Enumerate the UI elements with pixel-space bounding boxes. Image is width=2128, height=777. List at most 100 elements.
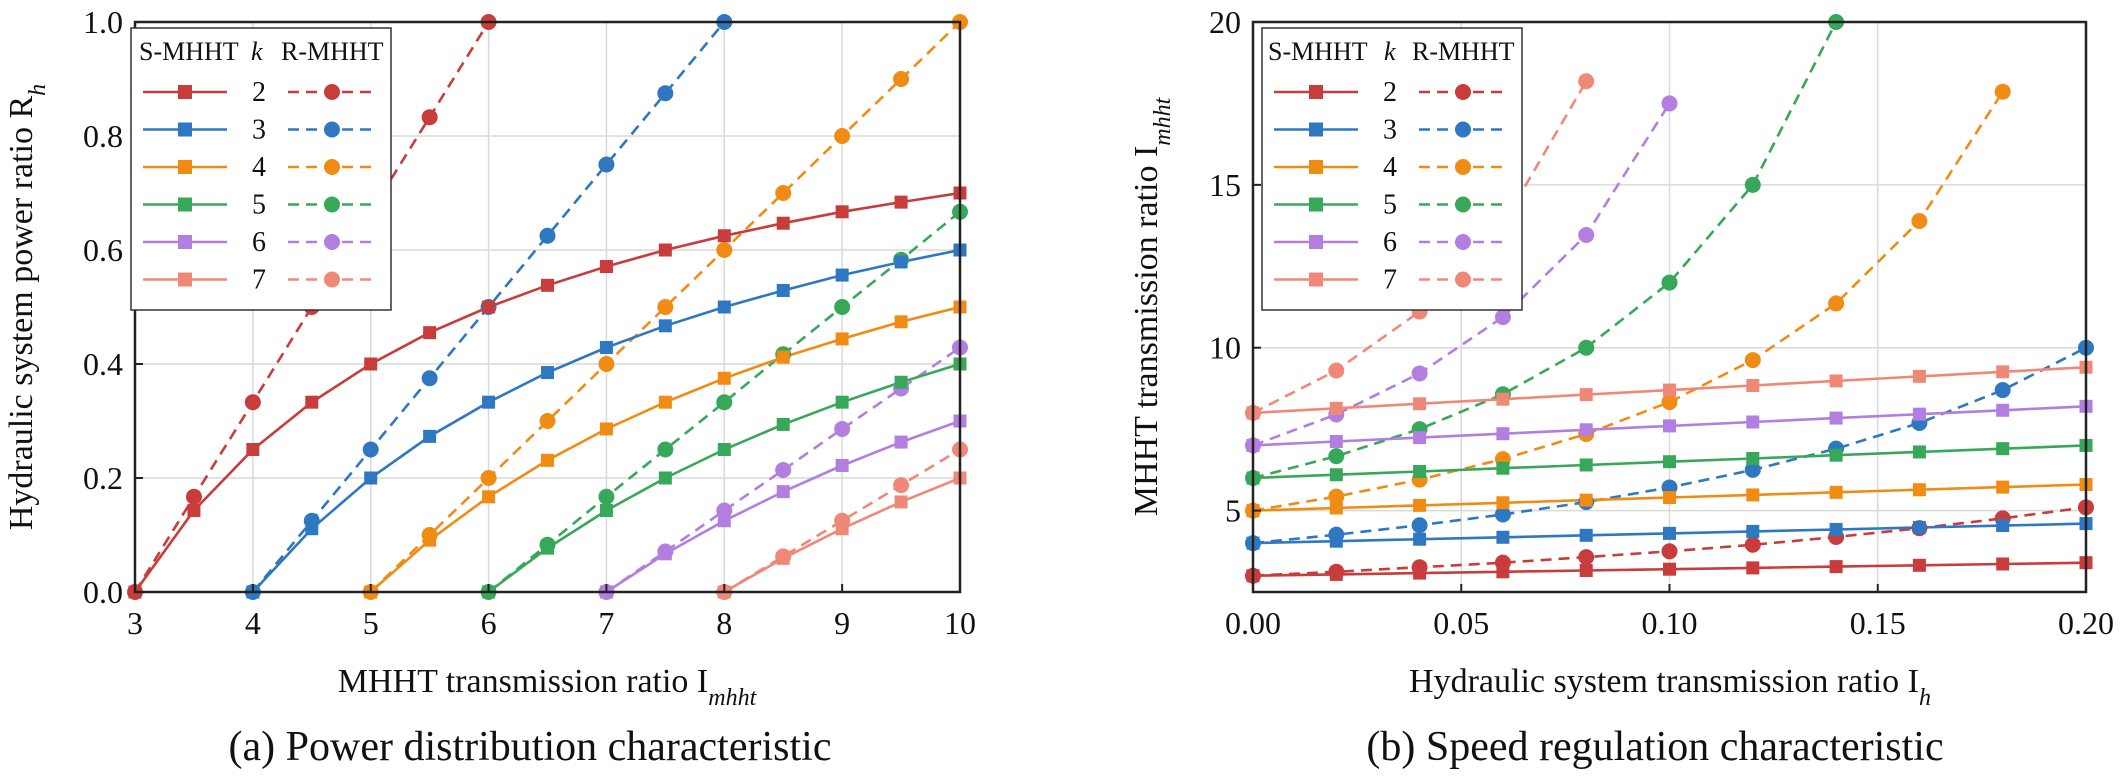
y-tick-label: 0.6 <box>83 232 123 268</box>
data-point-square-k4 <box>541 453 554 467</box>
data-point-square-k3 <box>1663 526 1676 540</box>
legend-header-s-b: S-MHHT <box>1268 37 1368 66</box>
data-point-square-k3 <box>776 283 790 297</box>
data-point-circle-k3 <box>657 85 674 102</box>
y-axis-label-a: Hydraulic system power ratio Rh <box>3 84 51 530</box>
data-point-circle-k5 <box>1328 448 1345 465</box>
data-point-square-k3 <box>541 366 554 380</box>
data-point-square-k7 <box>1829 374 1843 388</box>
data-point-square-k5 <box>1579 458 1593 472</box>
data-point-square-k3 <box>1496 530 1510 544</box>
data-point-circle-k5 <box>657 441 674 458</box>
data-point-circle-k5 <box>1578 339 1595 356</box>
data-point-square-k7 <box>1996 365 2010 379</box>
data-point-square-k6 <box>1413 431 1427 445</box>
data-point-square-k2 <box>1496 565 1510 579</box>
legend-header-k-b: k <box>1384 37 1396 66</box>
series-line-r-k5 <box>1253 22 1838 480</box>
legend-k-label: 5 <box>252 190 266 221</box>
x-tick-label: 3 <box>127 605 143 641</box>
x-tick-label: 0.05 <box>1433 605 1489 641</box>
data-point-square-k3 <box>658 319 672 333</box>
data-point-square-k6 <box>717 514 731 528</box>
legend-marker-circle-k5 <box>324 196 340 213</box>
data-point-square-k4 <box>1663 491 1676 505</box>
y-tick-label: 10 <box>1209 330 1241 366</box>
y-tick-label: 0.8 <box>83 118 123 154</box>
series-line-r-k4 <box>369 22 960 592</box>
data-point-circle-k4 <box>480 470 497 486</box>
legend-marker-circle-k4 <box>1455 159 1471 175</box>
legend-marker-square-k7 <box>178 272 192 287</box>
legend-row-k5: 5 <box>1274 190 1507 221</box>
data-point-circle-k3 <box>1494 506 1511 523</box>
x-tick-label: 10 <box>944 605 976 641</box>
data-point-square-k2 <box>482 300 496 314</box>
data-point-square-k6 <box>1496 427 1510 441</box>
data-point-square-k6 <box>1663 419 1676 433</box>
data-point-square-k7 <box>1329 401 1343 415</box>
legend-k-label: 6 <box>1383 227 1397 258</box>
y-tick-label: 0.2 <box>83 460 123 496</box>
chart-a: 3 4 5 6 7 8 9 10 0.0 0.2 0.4 0.6 0.8 1.0 MHHT transmi… <box>3 4 976 770</box>
legend-marker-square-k2 <box>178 85 192 99</box>
legend-row-k3: 3 <box>143 115 376 146</box>
legend-rows-a: 2 3 4 5 6 7 <box>143 77 376 296</box>
legend-marker-square-k6 <box>1309 235 1323 249</box>
x-tick-label: 0.15 <box>1850 605 1906 641</box>
legend-marker-square-k5 <box>1309 197 1323 212</box>
data-point-circle-k4 <box>1911 213 1928 230</box>
y-tick-label: 15 <box>1209 167 1241 203</box>
legend-marker-circle-k2 <box>324 84 340 100</box>
x-tick-label: 0.10 <box>1642 605 1698 641</box>
y-axis-label-b: MHHT transmission ratio Imhht <box>1128 96 1176 516</box>
data-point-square-k5 <box>1496 461 1510 475</box>
data-point-circle-k3 <box>421 370 438 387</box>
data-point-square-k3 <box>1579 528 1593 542</box>
data-point-circle-k3 <box>1994 382 2011 399</box>
data-point-square-k7 <box>1912 369 1926 383</box>
data-point-square-k5 <box>776 417 790 431</box>
x-tick-label: 7 <box>598 605 614 641</box>
legend-k-label: 3 <box>252 115 266 146</box>
legend-row-k7: 7 <box>143 265 376 296</box>
legend-marker-square-k7 <box>1309 272 1323 287</box>
data-point-square-k4 <box>717 371 731 385</box>
data-point-square-k5 <box>717 443 731 456</box>
data-point-circle-k3 <box>1744 461 1761 478</box>
data-point-circle-k6 <box>1411 365 1428 382</box>
data-point-square-k3 <box>1329 534 1343 548</box>
data-point-circle-k2 <box>185 488 202 505</box>
series-line-r-k6 <box>1253 102 1671 447</box>
legend-row-k4: 4 <box>1274 152 1507 183</box>
legend-marker-square-k5 <box>178 197 192 212</box>
data-point-square-k2 <box>1746 561 1760 575</box>
data-point-square-k6 <box>835 458 849 472</box>
legend-k-label: 6 <box>252 227 266 258</box>
data-point-square-k4 <box>1912 483 1926 497</box>
data-point-square-k5 <box>599 503 613 517</box>
data-point-circle-k2 <box>244 394 261 411</box>
data-point-square-k4 <box>1579 493 1593 507</box>
legend-header-r-b: R-MHHT <box>1412 37 1515 66</box>
data-point-square-k4 <box>1413 498 1427 512</box>
data-point-square-k3 <box>717 300 731 314</box>
data-point-square-k4 <box>423 533 437 547</box>
data-point-square-k3 <box>1912 521 1926 535</box>
data-point-square-k4 <box>1996 480 2010 494</box>
legend-k-label: 7 <box>1383 265 1397 296</box>
data-point-square-k2 <box>776 216 790 230</box>
data-point-square-k4 <box>894 315 908 329</box>
x-tick-label: 0.20 <box>2058 605 2114 641</box>
legend-marker-circle-k3 <box>324 121 340 138</box>
data-point-square-k6 <box>776 485 790 499</box>
data-point-square-k2 <box>1329 567 1343 581</box>
legend-a: S-MHHT k R-MHHT 2 3 4 5 6 7 <box>130 27 392 311</box>
data-point-circle-k2 <box>421 109 438 126</box>
data-point-square-k3 <box>1413 532 1427 546</box>
data-point-square-k7 <box>1496 392 1510 406</box>
data-point-circle-k5 <box>834 299 851 315</box>
data-point-square-k7 <box>1663 383 1676 397</box>
x-axis-label-b: Hydraulic system transmission ratio Ih <box>1409 663 1931 711</box>
